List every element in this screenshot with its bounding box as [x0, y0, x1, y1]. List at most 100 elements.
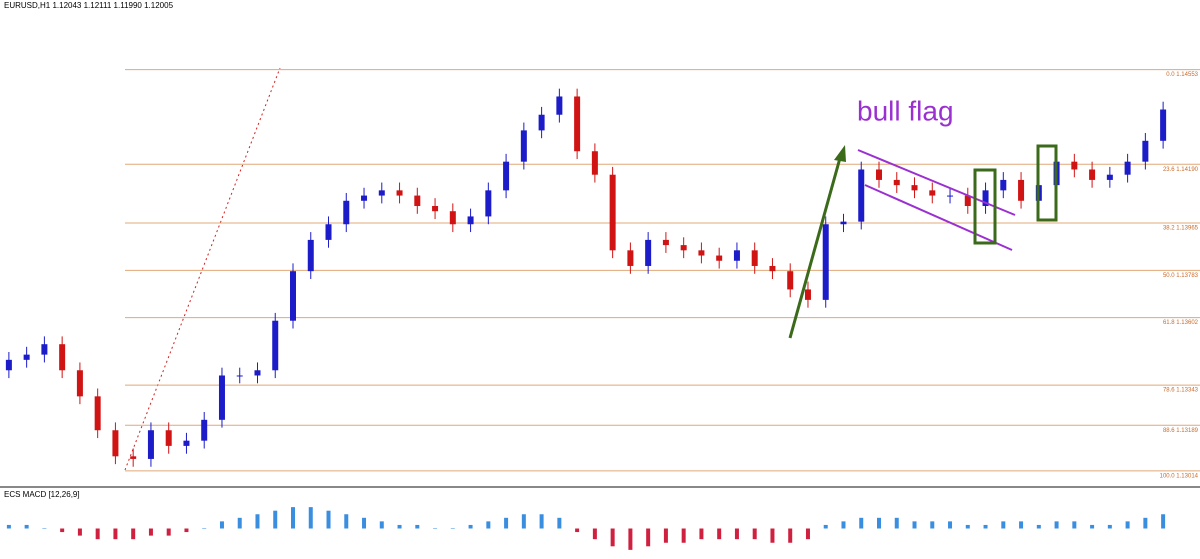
candle-body	[59, 344, 66, 371]
candle-body	[396, 190, 403, 196]
candle-body	[574, 96, 581, 152]
pole-arrow	[788, 157, 842, 339]
histogram-bar	[1090, 524, 1095, 529]
candle-body	[911, 185, 918, 191]
candle-body	[609, 174, 616, 251]
candle-body	[485, 190, 492, 217]
histogram-bar	[326, 510, 331, 529]
histogram-bar	[433, 528, 438, 529]
histogram-bar	[415, 524, 420, 529]
candle-body	[627, 250, 634, 266]
candle-body	[503, 161, 510, 191]
histogram-bar	[894, 517, 899, 529]
histogram-bar	[77, 528, 82, 536]
histogram-bar	[450, 528, 455, 529]
candle-body	[147, 430, 154, 459]
candle-body	[538, 114, 545, 131]
histogram-bar	[95, 528, 100, 540]
candle-body	[804, 289, 811, 300]
histogram-bar	[965, 524, 970, 529]
candle-body	[680, 245, 687, 251]
histogram-bar	[237, 517, 242, 529]
histogram-bar	[1072, 521, 1077, 529]
histogram-bar	[930, 521, 935, 529]
histogram-bar	[663, 528, 668, 543]
histogram-bar	[610, 528, 615, 547]
histogram-bar	[202, 528, 207, 529]
histogram-bar	[681, 528, 686, 543]
histogram-bar	[60, 528, 65, 533]
candle-body	[893, 179, 900, 186]
histogram-bar	[148, 528, 153, 536]
candle-body	[432, 205, 439, 212]
trend-line	[124, 67, 281, 471]
candle-body	[112, 430, 119, 457]
histogram-bar	[912, 521, 917, 529]
histogram-bar	[24, 524, 29, 529]
level-label: 78.6 1.13343	[1163, 388, 1199, 394]
histogram-bar	[397, 524, 402, 529]
candle-body	[41, 344, 48, 355]
histogram-bar	[468, 524, 473, 529]
histogram-bar	[539, 514, 544, 529]
candle-body	[5, 359, 12, 371]
candle-body	[325, 224, 332, 240]
histogram-bar	[859, 517, 864, 529]
candle-body	[556, 96, 563, 115]
level-label: 50.0 1.13783	[1163, 273, 1199, 279]
candle-body	[840, 221, 847, 225]
candle-body	[929, 190, 936, 196]
histogram-bar	[362, 517, 367, 529]
histogram-bar	[699, 528, 704, 540]
signal-box	[973, 168, 997, 245]
candle-body	[751, 250, 758, 266]
flag-drawing	[788, 144, 1058, 339]
candle-body	[964, 195, 971, 206]
candle-body	[343, 200, 350, 225]
candle-body	[1160, 109, 1167, 141]
histogram-bar	[717, 528, 722, 540]
histogram-bar	[42, 528, 47, 529]
candle-body	[272, 320, 279, 371]
histogram-bar	[1019, 521, 1024, 529]
histogram-bar	[1125, 521, 1130, 529]
candle-body	[467, 216, 474, 225]
candle-body	[787, 271, 794, 290]
level-label: 100.0 1.13014	[1160, 473, 1199, 479]
candle-body	[1000, 179, 1007, 191]
histogram-bar	[823, 524, 828, 529]
flag-line	[857, 149, 1016, 216]
level-label: 88.6 1.13189	[1163, 428, 1199, 434]
candle-body	[698, 250, 705, 256]
histogram-bar	[877, 517, 881, 529]
histogram-bar	[734, 528, 739, 540]
histogram-bar	[788, 528, 793, 543]
candle-body	[1142, 140, 1149, 162]
candle-body	[290, 271, 296, 321]
chart-title: EURUSD,H1 1.12043 1.12111 1.11990 1.1200…	[4, 1, 174, 10]
candle-body	[1124, 161, 1131, 175]
level-label: 61.8 1.13602	[1163, 320, 1199, 326]
histogram-bar	[486, 521, 491, 529]
level-label: 0.0 1.14553	[1166, 72, 1198, 78]
candle-body	[236, 375, 243, 377]
histogram-bar	[1054, 521, 1059, 529]
level-label: 38.2 1.13965	[1163, 226, 1199, 232]
histogram-bar	[1161, 514, 1166, 529]
candle-body	[378, 190, 385, 196]
histogram-bar	[131, 528, 136, 540]
histogram-bar	[1107, 524, 1112, 529]
candle-body	[645, 239, 652, 266]
histogram-bar	[521, 514, 526, 529]
candle-body	[1089, 169, 1096, 180]
histogram-bar	[1001, 521, 1006, 529]
histogram-bar	[592, 528, 597, 540]
histogram-bar	[575, 528, 580, 533]
histogram-bar	[344, 514, 349, 529]
candle-body	[307, 239, 314, 272]
candle-body	[449, 211, 456, 225]
candle-body	[76, 370, 83, 397]
histogram-bar	[291, 507, 295, 529]
